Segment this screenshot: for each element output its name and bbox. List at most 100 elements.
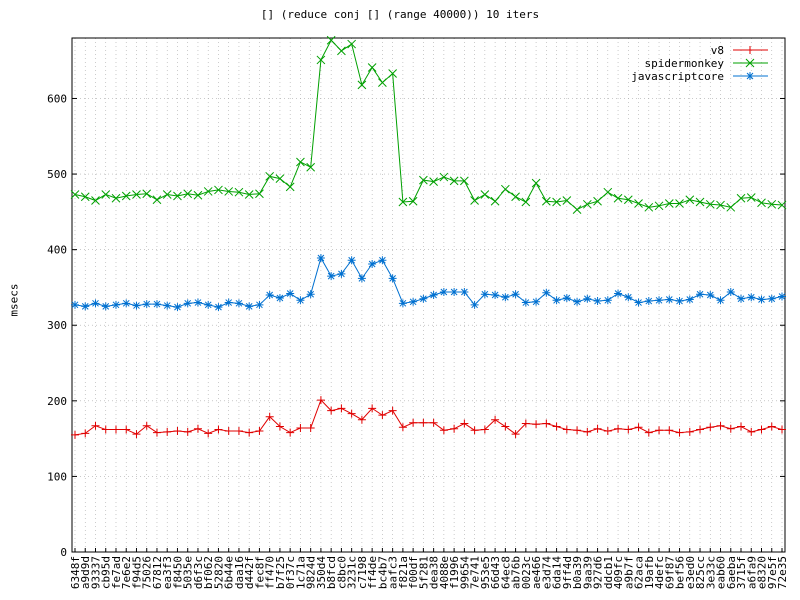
data-point-javascriptcore: [593, 297, 602, 306]
data-point-javascriptcore: [388, 274, 397, 283]
data-point-spidermonkey: [70, 190, 80, 199]
data-point-v8: [296, 424, 305, 433]
data-point-spidermonkey: [644, 202, 654, 212]
data-point-spidermonkey: [285, 182, 295, 192]
data-point-javascriptcore: [778, 292, 786, 301]
series-v8: [71, 396, 786, 439]
x-tick-label: f821a: [397, 556, 410, 589]
data-point-spidermonkey: [142, 189, 152, 199]
data-point-v8: [614, 424, 623, 433]
data-point-v8: [347, 409, 356, 418]
legend-marker-spidermonkey: [745, 58, 755, 68]
axes: [71, 37, 786, 553]
x-tick-label: 19afb: [643, 556, 656, 589]
data-point-spidermonkey: [562, 196, 572, 205]
data-point-spidermonkey: [203, 187, 213, 196]
data-point-spidermonkey: [777, 200, 787, 210]
x-tick-label: 5f281: [417, 556, 430, 589]
data-point-spidermonkey: [531, 178, 541, 188]
data-point-javascriptcore: [562, 294, 571, 303]
data-point-spidermonkey: [306, 162, 316, 172]
data-point-v8: [747, 427, 756, 436]
x-tick-label: 93337: [89, 556, 102, 589]
data-point-v8: [603, 427, 612, 436]
x-tick-label: 6da14: [551, 556, 564, 589]
data-point-v8: [224, 427, 233, 436]
data-point-v8: [71, 430, 79, 439]
x-tick-label: a9d9d: [79, 556, 92, 589]
y-tick-label: 100: [47, 470, 67, 483]
x-tick-label: 62aca: [633, 556, 646, 589]
data-point-v8: [419, 418, 428, 427]
data-point-v8: [152, 428, 161, 437]
data-point-javascriptcore: [603, 296, 612, 305]
legend-label-spidermonkey: spidermonkey: [645, 57, 725, 70]
data-point-javascriptcore: [726, 287, 735, 296]
data-point-spidermonkey: [541, 196, 551, 206]
x-tick-label: ff470: [264, 556, 277, 589]
data-point-spidermonkey: [664, 199, 674, 208]
data-point-v8: [573, 426, 582, 435]
series-javascriptcore: [71, 253, 786, 312]
data-point-v8: [726, 424, 735, 433]
data-point-spidermonkey: [767, 199, 777, 209]
data-point-javascriptcore: [665, 295, 674, 304]
x-tick-label: ff4de: [366, 556, 379, 589]
x-tick-label: e3ed0: [684, 556, 697, 589]
x-tick-label: eab60: [715, 556, 728, 589]
data-point-spidermonkey: [80, 192, 90, 202]
plot-area: [70, 35, 787, 439]
x-tick-label: 52820: [212, 556, 225, 589]
data-point-spidermonkey: [736, 193, 746, 203]
data-point-v8: [234, 427, 243, 436]
data-point-spidermonkey: [705, 199, 715, 209]
data-point-spidermonkey: [613, 193, 623, 203]
data-point-v8: [183, 427, 192, 436]
data-point-spidermonkey: [623, 195, 633, 205]
data-point-javascriptcore: [552, 296, 561, 305]
x-tick-label: daa16: [233, 556, 246, 589]
x-tick-label: f8450: [171, 556, 184, 589]
series-line-v8: [74, 399, 783, 436]
data-point-spidermonkey: [408, 196, 418, 206]
x-tick-label: 3e33c: [704, 556, 717, 589]
x-tick-label: 409fc: [612, 556, 625, 589]
data-point-v8: [685, 427, 694, 436]
data-point-javascriptcore: [152, 300, 161, 309]
x-tick-label: f94d5: [130, 556, 143, 589]
data-point-v8: [696, 425, 705, 434]
data-point-v8: [81, 429, 90, 438]
data-point-javascriptcore: [429, 291, 438, 299]
data-point-v8: [532, 420, 541, 429]
data-point-spidermonkey: [593, 196, 602, 206]
data-point-javascriptcore: [480, 290, 489, 299]
x-tick-label: ea3f3: [161, 556, 174, 589]
data-point-javascriptcore: [747, 293, 756, 302]
data-point-v8: [368, 404, 377, 413]
data-point-spidermonkey: [470, 196, 479, 205]
data-point-javascriptcore: [132, 301, 141, 310]
data-point-spidermonkey: [726, 202, 736, 212]
x-tick-label: 66d43: [489, 556, 502, 589]
data-point-v8: [501, 422, 510, 431]
x-tick-label: b7f25: [274, 556, 287, 589]
legend-marker-v8: [746, 46, 754, 54]
data-point-javascriptcore: [306, 290, 315, 299]
data-point-spidermonkey: [296, 157, 305, 167]
data-point-v8: [388, 406, 397, 415]
data-point-v8: [327, 406, 336, 415]
x-tick-label: cb95d: [100, 556, 113, 589]
data-point-v8: [511, 430, 520, 439]
x-tick-label: 0f37c: [284, 556, 297, 589]
x-tick-label: dea38: [428, 556, 441, 589]
data-point-v8: [542, 419, 551, 428]
x-tick-label: e3d74: [540, 556, 553, 589]
y-tick-label: 200: [47, 395, 67, 408]
x-tick-label: 0023c: [520, 556, 533, 589]
x-tick-label: f00df: [407, 556, 420, 589]
data-point-v8: [91, 421, 100, 430]
x-tick-label: c7198: [356, 556, 369, 589]
data-point-spidermonkey: [193, 190, 203, 200]
data-point-spidermonkey: [603, 187, 613, 197]
